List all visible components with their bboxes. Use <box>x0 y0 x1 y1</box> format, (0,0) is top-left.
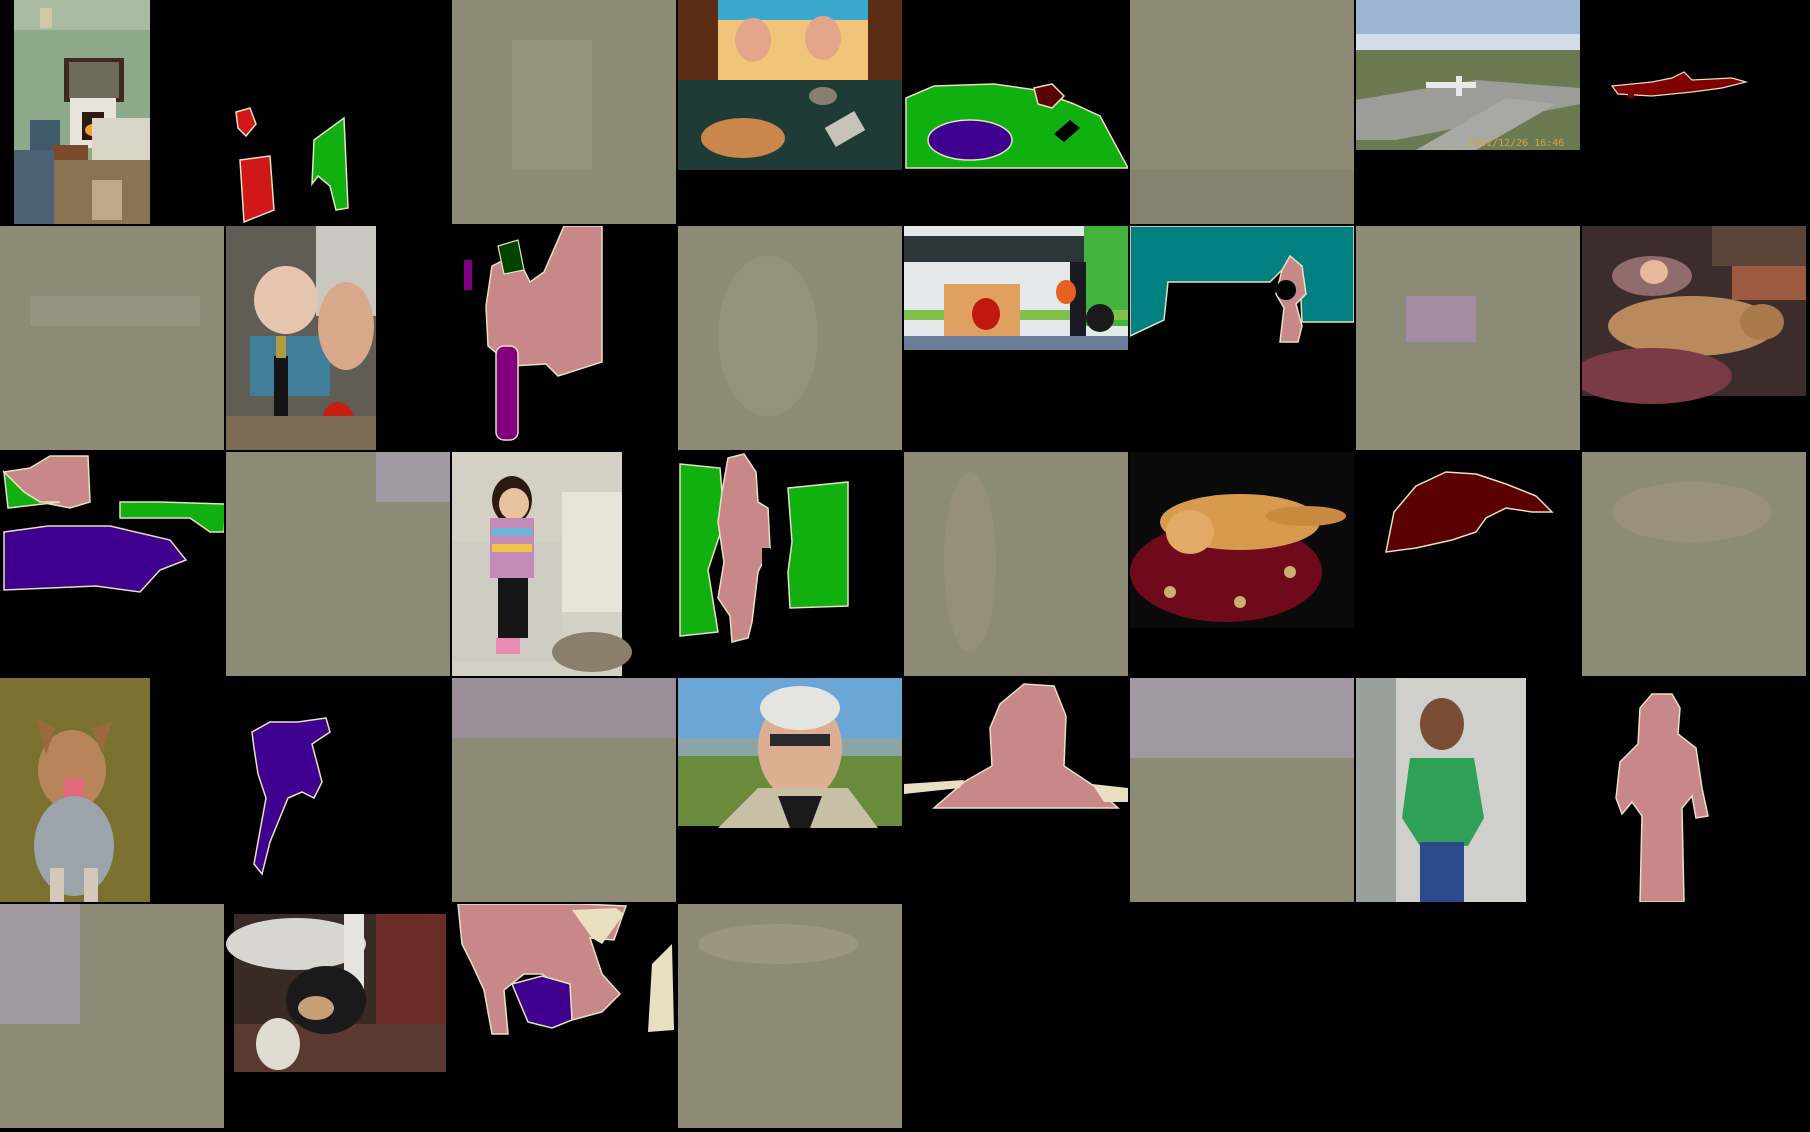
timestamp-overlay: 2001/12/26 16:46 <box>1468 138 1564 149</box>
sleeping-cat-icon <box>1130 452 1354 676</box>
living-room-icon <box>0 0 224 224</box>
perturbation-icon <box>904 452 1128 676</box>
person-bottle-mask-icon <box>452 226 676 450</box>
baby-bottle-icon <box>226 226 450 450</box>
boy-mask-icon <box>1582 678 1806 902</box>
person-dog-sofa-mask-icon <box>0 452 224 676</box>
perturbation-icon <box>0 904 224 1128</box>
toddler-sofa-mask-icon <box>678 452 902 676</box>
perturbation-icon <box>0 226 224 450</box>
dog-mask-icon <box>226 678 450 902</box>
cat-mask-icon <box>1356 452 1580 676</box>
perturbation-icon <box>452 0 676 224</box>
perturbation-icon <box>1130 0 1354 224</box>
perturbation-icon <box>1130 678 1354 902</box>
aeroplane-mask-icon <box>1582 0 1806 224</box>
bus-stop-icon <box>904 226 1128 450</box>
perturbation-icon <box>226 452 450 676</box>
dog-on-grass-icon <box>0 678 224 902</box>
perturbation-icon <box>1582 452 1806 676</box>
perturbation-icon <box>678 226 902 450</box>
perturbation-icon <box>452 678 676 902</box>
dog-on-couch-icon <box>678 0 902 224</box>
man-mask-icon <box>904 678 1128 902</box>
sofa-dog-mask-icon <box>904 0 1128 224</box>
chair-sofa-mask-icon <box>226 0 450 224</box>
person-dog-rug-mask-icon <box>452 904 676 1128</box>
person-petting-dog-icon <box>226 904 450 1128</box>
smiling-man-icon <box>678 678 902 902</box>
perturbation-icon <box>678 904 902 1128</box>
perturbation-icon <box>1356 226 1580 450</box>
person-dog-couch-icon <box>1582 226 1806 450</box>
airfield-icon: 2001/12/26 16:46 <box>1356 0 1580 224</box>
bus-person-mask-icon <box>1130 226 1354 450</box>
boy-green-shirt-icon <box>1356 678 1580 902</box>
toddler-icon <box>452 452 676 676</box>
